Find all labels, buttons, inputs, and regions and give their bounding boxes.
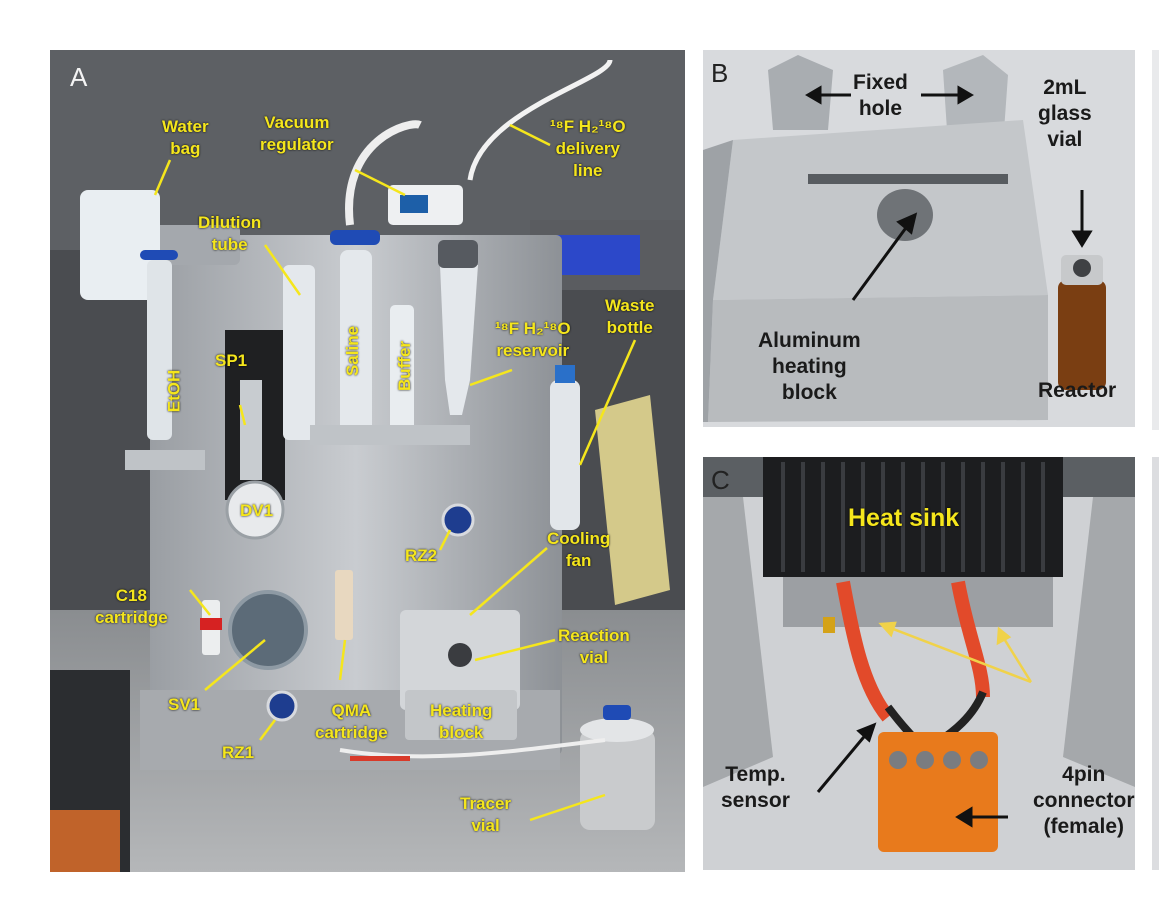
- label-cooling-fan: Cooling fan: [547, 529, 611, 570]
- label-tracer-vial: Tracer vial: [460, 794, 512, 835]
- reservoir: [440, 265, 478, 415]
- label-saline: Saline: [343, 325, 363, 377]
- waste-bottle: [550, 380, 580, 530]
- label-buffer: Buffer: [395, 340, 415, 392]
- glass-vial: [1058, 280, 1106, 390]
- buffer-tube: [390, 305, 414, 435]
- label-temp-sensor: Temp. sensor: [721, 763, 790, 812]
- label-rz2: RZ2: [405, 546, 438, 565]
- label-qma: QMA cartridge: [315, 701, 388, 742]
- panel-c-arrows: [816, 621, 1033, 828]
- label-aluminum-block: Aluminum heating block: [758, 329, 861, 404]
- label-connector: 4pin connector (female): [1033, 763, 1135, 838]
- label-delivery-line: ¹⁸F H₂¹⁸O delivery line: [550, 117, 626, 180]
- label-dilution-tube: Dilution tube: [198, 213, 262, 254]
- panel-d-edge: [1152, 50, 1159, 430]
- panel-a-photo: A Water bag Vacuum regulator ¹⁸F H₂¹⁸O d…: [50, 50, 685, 872]
- label-glass-vial: 2mL glass vial: [1038, 76, 1092, 151]
- qma-cartridge: [335, 570, 353, 640]
- label-reaction-vial: Reaction vial: [558, 626, 630, 667]
- label-reservoir: ¹⁸F H₂¹⁸O reservoir: [495, 319, 571, 360]
- panel-b-arrows: [805, 85, 1093, 301]
- label-reactor: Reactor: [1038, 379, 1117, 402]
- panel-c-letter: C: [711, 465, 730, 495]
- saline-syringe: [340, 250, 372, 445]
- sv1-valve: [228, 590, 308, 670]
- label-c18: C18 cartridge: [95, 586, 168, 627]
- label-heating-block: Heating block: [430, 701, 493, 742]
- label-rz1: RZ1: [222, 743, 255, 762]
- label-sp1: SP1: [215, 351, 248, 370]
- panel-a-drawing: [50, 50, 685, 872]
- dv1-valve: [225, 480, 285, 540]
- panel-b-letter: B: [711, 58, 729, 88]
- panel-b-drawing: [703, 50, 1135, 427]
- rz2-valve: [441, 503, 475, 537]
- label-sv1: SV1: [168, 695, 201, 714]
- label-etoh: EtOH: [164, 369, 184, 413]
- rz1-valve: [266, 690, 298, 722]
- tracer-vial-shield: [580, 730, 655, 830]
- panel-e-edge: [1152, 457, 1159, 870]
- label-vacuum-regulator: Vacuum regulator: [260, 113, 334, 154]
- vial-hole: [877, 189, 933, 241]
- panel-a-arrows: [153, 123, 637, 822]
- heat-sink: [763, 457, 1063, 577]
- panel-a-letter: A: [70, 62, 88, 92]
- panel-c-photo: C Heat sink Temp. sensor 4pin connector …: [703, 457, 1135, 870]
- dilution-tube: [283, 265, 315, 440]
- label-fixed-hole: Fixed hole: [853, 71, 908, 120]
- label-waste-bottle: Waste bottle: [605, 296, 655, 337]
- label-heat-sink: Heat sink: [848, 504, 960, 532]
- etoh-syringe: [147, 260, 172, 440]
- heating-block-front: [708, 295, 1048, 422]
- label-dv1: DV1: [240, 501, 274, 520]
- panel-b-photo: B Fixed hole 2mL glass vial Aluminum hea…: [703, 50, 1135, 427]
- label-water-bag: Water bag: [162, 117, 209, 158]
- water-bag: [80, 190, 160, 300]
